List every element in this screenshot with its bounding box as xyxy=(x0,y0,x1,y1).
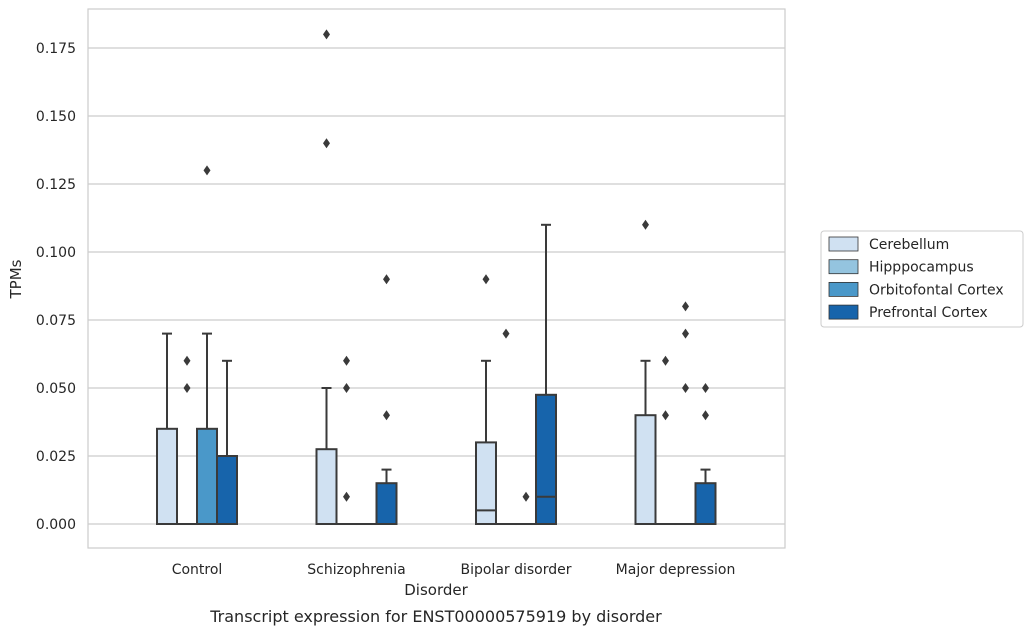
y-tick-label: 0.100 xyxy=(36,245,76,261)
legend-swatch xyxy=(828,236,859,252)
x-tick-label: Control xyxy=(172,562,223,578)
box-orbitofontal-cortex xyxy=(674,301,697,526)
y-axis-label: TPMs xyxy=(7,259,25,299)
y-tick-label: 0.075 xyxy=(36,313,76,329)
legend-item: Orbitofontal Cortex xyxy=(828,281,1004,298)
box-orbitofontal-cortex xyxy=(515,491,537,526)
legend-item: Hipppocampus xyxy=(828,259,974,276)
legend-item: Cerebellum xyxy=(828,236,949,253)
outlier-point xyxy=(662,410,669,421)
outlier-point xyxy=(642,219,649,230)
outlier-point xyxy=(323,29,330,40)
legend-label: Prefrontal Cortex xyxy=(869,305,988,321)
box-cerebellum xyxy=(315,29,338,526)
box-rect xyxy=(694,482,717,526)
outlier-point xyxy=(343,383,350,393)
outlier-point xyxy=(183,383,191,393)
box-rect xyxy=(156,427,178,525)
outlier-point xyxy=(682,328,689,339)
box-hipppocampus xyxy=(335,355,358,526)
box-prefrontal-cortex xyxy=(694,383,717,526)
legend-frame xyxy=(820,230,1024,328)
box-orbitofontal-cortex xyxy=(196,165,218,525)
outlier-point xyxy=(323,138,330,149)
legend-label: Cerebellum xyxy=(869,237,949,253)
legend-swatch xyxy=(828,281,859,297)
outlier-point xyxy=(662,355,669,366)
legend-swatch xyxy=(828,304,859,320)
y-tick-label: 0.050 xyxy=(36,381,76,397)
y-tick-label: 0.150 xyxy=(36,109,76,125)
outlier-point xyxy=(502,328,510,339)
box-rect xyxy=(216,455,238,525)
box-rect xyxy=(475,441,497,525)
box-rect xyxy=(535,393,557,525)
y-axis-ticks: 0.000 0.025 0.050 0.075 0.100 0.125 0.150 0.175 xyxy=(36,41,76,533)
box-cerebellum xyxy=(156,332,178,525)
box-prefrontal-cortex xyxy=(375,274,398,526)
figure-caption: Transcript expression for ENST0000057591… xyxy=(209,607,662,626)
y-tick-label: 0.000 xyxy=(36,517,76,533)
legend-label: Orbitofontal Cortex xyxy=(869,282,1004,298)
box-rect xyxy=(315,448,338,526)
outlier-point xyxy=(702,383,709,393)
box-rect xyxy=(196,427,218,525)
outlier-point xyxy=(682,383,689,393)
legend: Cerebellum Hipppocampus Orbitofontal Corte… xyxy=(820,230,1024,328)
y-tick-label: 0.025 xyxy=(36,449,76,465)
outlier-point xyxy=(383,274,390,285)
legend-item: Prefrontal Cortex xyxy=(828,304,988,321)
box-cerebellum xyxy=(634,219,657,526)
outlier-point xyxy=(482,274,490,285)
outlier-point xyxy=(682,301,689,312)
x-axis-ticks: Control Schizophrenia Bipolar disorder Majo… xyxy=(172,562,736,578)
plot-frame xyxy=(87,8,786,549)
outlier-point xyxy=(343,491,350,502)
boxes xyxy=(156,29,717,526)
box-prefrontal-cortex xyxy=(216,359,238,525)
outlier-point xyxy=(203,165,211,176)
y-tick-label: 0.175 xyxy=(36,41,76,57)
legend-label: Hipppocampus xyxy=(869,260,974,276)
outlier-point xyxy=(702,410,709,421)
box-cerebellum xyxy=(475,274,497,525)
box-rect xyxy=(375,482,398,526)
outlier-point xyxy=(522,491,530,502)
box-hipppocampus xyxy=(495,328,517,526)
outlier-point xyxy=(383,410,390,421)
box-rect xyxy=(634,414,657,526)
x-tick-label: Bipolar disorder xyxy=(460,562,571,578)
box-prefrontal-cortex xyxy=(535,223,557,525)
box-hipppocampus xyxy=(654,355,677,526)
x-axis-label: Disorder xyxy=(404,581,468,599)
outlier-point xyxy=(183,355,191,366)
x-tick-label: Major depression xyxy=(616,562,736,578)
outlier-point xyxy=(343,355,350,366)
grid-lines xyxy=(88,47,785,525)
x-tick-label: Schizophrenia xyxy=(307,562,405,578)
legend-swatch xyxy=(828,259,859,275)
y-tick-label: 0.125 xyxy=(36,177,76,193)
box-hipppocampus xyxy=(176,355,198,526)
